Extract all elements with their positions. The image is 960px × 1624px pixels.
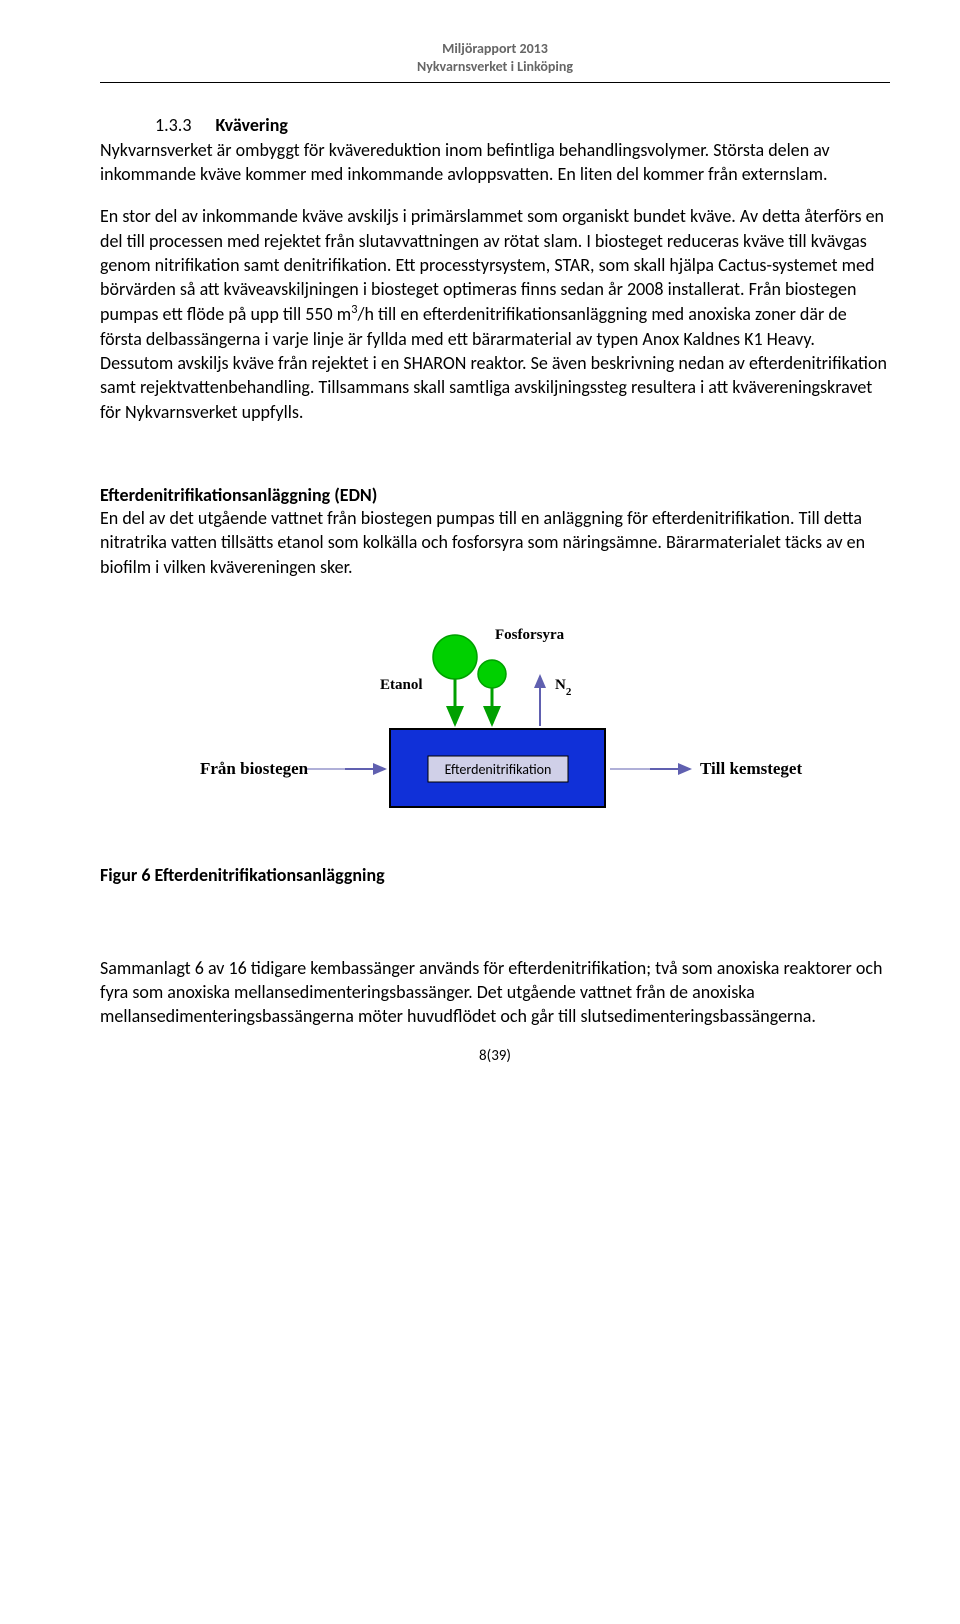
svg-text:Etanol: Etanol [380,677,423,693]
edn-diagram: Efterdenitrifikation Från biostegen Till k… [185,614,805,834]
sub-heading: Efterdenitrifikationsanläggning (EDN) [100,484,890,506]
diagram-container: Efterdenitrifikation Från biostegen Till k… [100,614,890,834]
header-line-1: Miljörapport 2013 [100,40,890,58]
header-line-2: Nykvarnsverket i Linköping [100,58,890,76]
sub-paragraph: En del av det utgående vattnet från bios… [100,506,890,579]
section-heading: 1.3.3 Kvävering [100,113,890,137]
body-paragraph-1: Nykvarnsverket är ombyggt för kvävereduk… [100,138,890,187]
body-paragraph-2: En stor del av inkommande kväve avskiljs… [100,204,890,424]
svg-text:Fosforsyra: Fosforsyra [495,627,565,643]
figure-caption: Figur 6 Efterdenitrifikationsanläggning [100,864,890,886]
svg-text:Efterdenitrifikation: Efterdenitrifikation [445,761,552,778]
section-number: 1.3.3 [155,114,191,136]
document-header: Miljörapport 2013 Nykvarnsverket i Linkö… [100,40,890,83]
svg-text:Från biostegen: Från biostegen [200,759,309,778]
svg-text:N2: N2 [555,677,572,698]
closing-paragraph: Sammanlagt 6 av 16 tidigare kembassänger… [100,956,890,1029]
svg-text:Till kemsteget: Till kemsteget [700,759,802,778]
page-footer: 8(39) [100,1047,890,1065]
section-name: Kvävering [196,114,288,136]
page: Miljörapport 2013 Nykvarnsverket i Linkö… [0,0,960,1125]
